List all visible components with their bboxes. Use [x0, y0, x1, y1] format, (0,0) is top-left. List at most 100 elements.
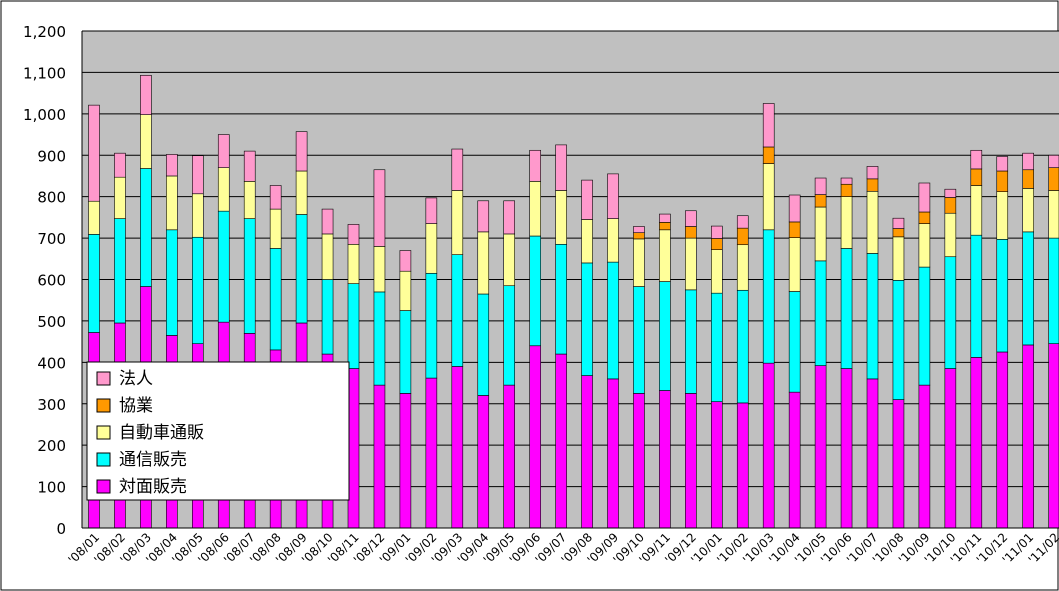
- bar-segment: [529, 345, 541, 529]
- bar-segment: [659, 222, 671, 231]
- bar-segment: [321, 279, 334, 355]
- bar-segment: [944, 212, 957, 258]
- bar-segment: [503, 285, 516, 386]
- bar-segment: [529, 149, 541, 182]
- bar-segment: [996, 170, 1009, 192]
- bar-segment: [659, 281, 671, 391]
- bar-segment: [217, 167, 230, 212]
- bar-segment: [1022, 231, 1035, 346]
- bar-segment: [996, 351, 1009, 529]
- bar-segment: [840, 368, 853, 529]
- bar-segment: [762, 163, 775, 231]
- bar-segment: [970, 149, 983, 170]
- bar-segment: [814, 260, 827, 366]
- bar-segment: [970, 185, 983, 236]
- bar-segment: [918, 223, 931, 268]
- bar-segment: [503, 200, 516, 235]
- bar-segment: [295, 214, 308, 324]
- bar-segment: [633, 226, 645, 233]
- bar-segment: [243, 150, 256, 182]
- legend-swatch: [96, 452, 111, 467]
- bar-segment: [581, 375, 593, 529]
- bar-segment: [659, 390, 671, 529]
- bar-segment: [217, 210, 230, 323]
- bar-segment: [347, 283, 360, 369]
- bar-segment: [840, 177, 853, 185]
- bar-segment: [114, 152, 126, 178]
- bar-segment: [295, 170, 308, 215]
- bar-segment: [944, 368, 957, 529]
- bars: [88, 75, 1059, 529]
- bar-segment: [1048, 343, 1059, 529]
- bar-segment: [736, 244, 749, 291]
- bar-segment: [140, 75, 152, 115]
- bar-segment: [685, 210, 697, 227]
- bar-segment: [892, 217, 905, 229]
- bar-segment: [918, 266, 931, 386]
- bar-segment: [710, 238, 723, 250]
- legend-box: [86, 361, 350, 501]
- y-tick-label: 800: [37, 189, 66, 207]
- bar-segment: [762, 229, 775, 364]
- bar-segment: [166, 154, 178, 177]
- bar-segment: [243, 218, 256, 334]
- bar-segment: [918, 384, 931, 529]
- bar-segment: [866, 378, 879, 529]
- bar-segment: [970, 357, 983, 529]
- y-tick-label: 500: [37, 313, 66, 331]
- bar-segment: [736, 402, 749, 529]
- bar-segment: [1022, 152, 1035, 171]
- bar-segment: [685, 393, 697, 529]
- bar-segment: [269, 185, 282, 210]
- bar-segment: [503, 233, 516, 287]
- bar-segment: [477, 200, 490, 233]
- bar-segment: [140, 168, 152, 287]
- bar-segment: [685, 237, 697, 291]
- bar-segment: [944, 256, 957, 369]
- bar-segment: [425, 223, 438, 274]
- bar-segment: [114, 176, 126, 219]
- bar-segment: [399, 310, 412, 394]
- bar-segment: [477, 231, 490, 295]
- legend-swatch: [96, 425, 111, 440]
- bar-segment: [399, 270, 412, 311]
- bar-segment: [788, 194, 801, 223]
- legend-label: 対面販売: [119, 477, 187, 497]
- bar-segment: [840, 183, 853, 197]
- bar-segment: [192, 236, 204, 344]
- bar-segment: [1048, 167, 1059, 191]
- bar-segment: [529, 181, 541, 237]
- bar-segment: [710, 292, 723, 402]
- bar-segment: [347, 224, 360, 245]
- bar-segment: [1022, 344, 1035, 529]
- bar-segment: [633, 238, 645, 287]
- bar-segment: [944, 188, 957, 198]
- bar-segment: [866, 190, 879, 254]
- bar-segment: [529, 235, 541, 347]
- bar-segment: [321, 233, 334, 280]
- bar-segment: [399, 250, 412, 272]
- bar-segment: [166, 229, 178, 336]
- y-tick-label: 1,200: [23, 23, 66, 41]
- bar-segment: [996, 239, 1009, 353]
- bar-segment: [88, 200, 100, 235]
- y-axis-tick-labels: 0 100 200 300 400 500 600 700 800 900 1,000 1,100 1,…: [23, 23, 66, 538]
- bar-segment: [451, 148, 464, 191]
- bar-segment: [166, 175, 178, 231]
- bar-segment: [762, 362, 775, 529]
- bar-segment: [736, 215, 749, 229]
- bar-segment: [555, 353, 567, 529]
- bar-segment: [892, 228, 905, 238]
- bar-segment: [607, 378, 619, 529]
- bar-segment: [347, 368, 360, 529]
- bar-segment: [503, 384, 516, 529]
- bar-segment: [633, 232, 645, 240]
- bar-segment: [217, 134, 230, 168]
- bar-segment: [243, 181, 256, 219]
- bar-segment: [710, 249, 723, 294]
- bar-segment: [1048, 154, 1059, 168]
- bar-segment: [477, 293, 490, 396]
- legend-label: 通信販売: [119, 450, 187, 470]
